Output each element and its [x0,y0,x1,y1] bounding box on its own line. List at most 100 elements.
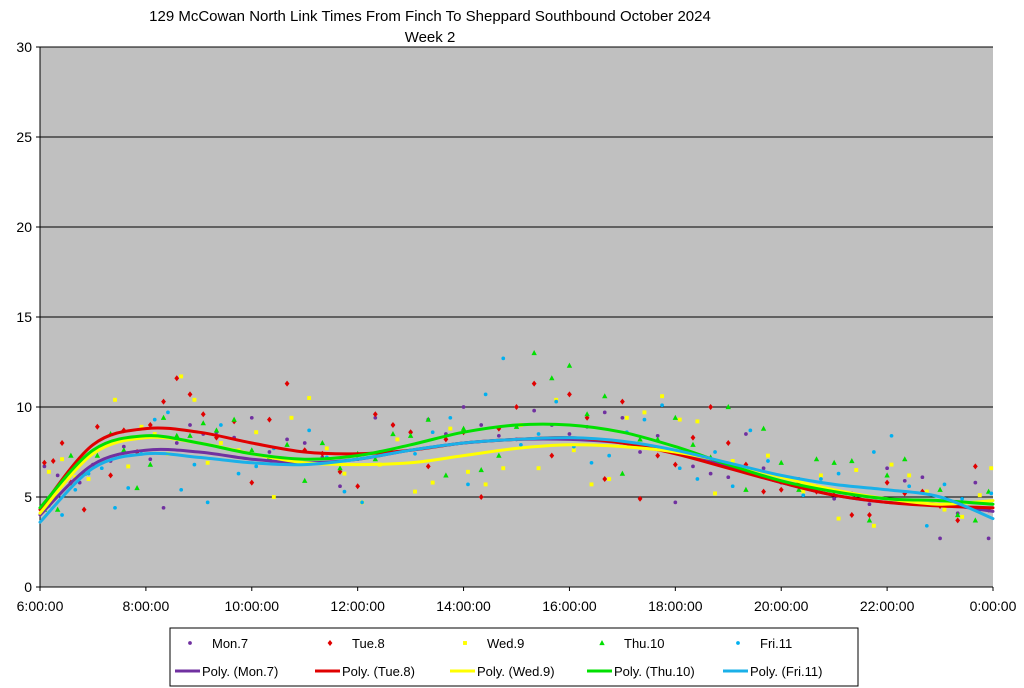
data-point [42,464,47,469]
data-point [761,466,766,471]
data-point [285,437,289,442]
data-point [660,403,664,408]
data-point [166,410,170,415]
data-point [730,459,735,463]
data-point [50,458,56,464]
data-point [849,512,855,518]
data-point [637,436,643,442]
data-point [236,471,241,476]
data-point [854,468,859,472]
data-point [395,437,400,442]
data-point [584,411,590,417]
data-point [99,466,104,471]
legend-marker [188,641,192,645]
x-tick-label: 12:00:00 [330,598,385,614]
data-point [660,394,665,399]
data-point [695,419,700,424]
x-tick-label: 20:00:00 [754,598,809,614]
data-point [554,399,559,404]
data-point [448,415,453,420]
data-point [973,480,978,485]
data-point [342,471,347,476]
data-point [819,477,823,481]
data-point [960,514,965,519]
data-point [624,415,629,420]
data-point [619,398,625,405]
data-point [796,486,802,492]
data-point [907,473,912,478]
data-point [254,430,259,435]
data-point [937,486,943,492]
legend-label: Poly. (Wed.9) [477,664,555,679]
data-point [443,472,449,478]
data-point [73,487,78,492]
data-point [831,459,837,465]
legend-label: Poly. (Thu.10) [614,664,695,679]
legend-label: Mon.7 [212,636,248,651]
legend-box [169,627,859,687]
x-tick-label: 14:00:00 [436,598,491,614]
data-point [81,506,87,513]
x-tick-label: 18:00:00 [648,598,703,614]
data-point [902,478,907,483]
data-point [413,489,417,494]
data-point [161,398,166,405]
data-point [218,441,223,445]
data-point [536,432,541,436]
data-point [708,404,714,410]
data-point [483,392,488,397]
data-point [408,429,414,436]
data-point [637,495,643,502]
x-tick-label: 8:00:00 [123,598,170,614]
data-point [766,459,770,463]
data-point [373,415,378,420]
data-point [192,462,197,467]
data-point [337,465,343,471]
legend-marker [327,640,333,646]
data-point [531,380,537,387]
data-point [479,423,484,427]
data-point [867,502,872,507]
data-point [407,432,414,438]
data-point [942,507,947,512]
data-point [607,453,612,458]
data-point [430,430,435,435]
data-point [743,486,749,492]
data-point [977,493,982,498]
data-point [955,517,961,524]
data-point [638,450,642,454]
data-point [460,425,467,431]
data-point [531,350,537,356]
data-point [536,466,541,471]
data-point [619,470,626,476]
data-point [152,417,157,422]
data-point [174,441,179,445]
data-point [972,463,978,470]
data-point [672,461,678,468]
data-point [94,452,101,458]
data-point [691,464,695,469]
data-point [126,464,131,469]
legend-label: Poly. (Tue.8) [342,664,415,679]
data-point [989,466,994,471]
data-point [571,448,576,453]
y-tick-label: 15 [16,309,32,325]
data-point [496,452,502,458]
data-point [188,423,192,427]
data-point [126,486,131,490]
data-point [360,500,364,505]
data-point [483,482,488,487]
data-point [55,473,60,478]
x-tick-label: 6:00:00 [17,598,64,614]
data-point [730,484,735,489]
data-point [187,432,193,438]
data-point [602,393,608,399]
data-point [519,442,523,447]
data-point [708,471,713,476]
y-tick-label: 20 [16,219,32,235]
legend-marker [599,640,605,646]
data-point [938,536,942,541]
data-point [677,466,682,471]
legend-marker [736,641,740,645]
